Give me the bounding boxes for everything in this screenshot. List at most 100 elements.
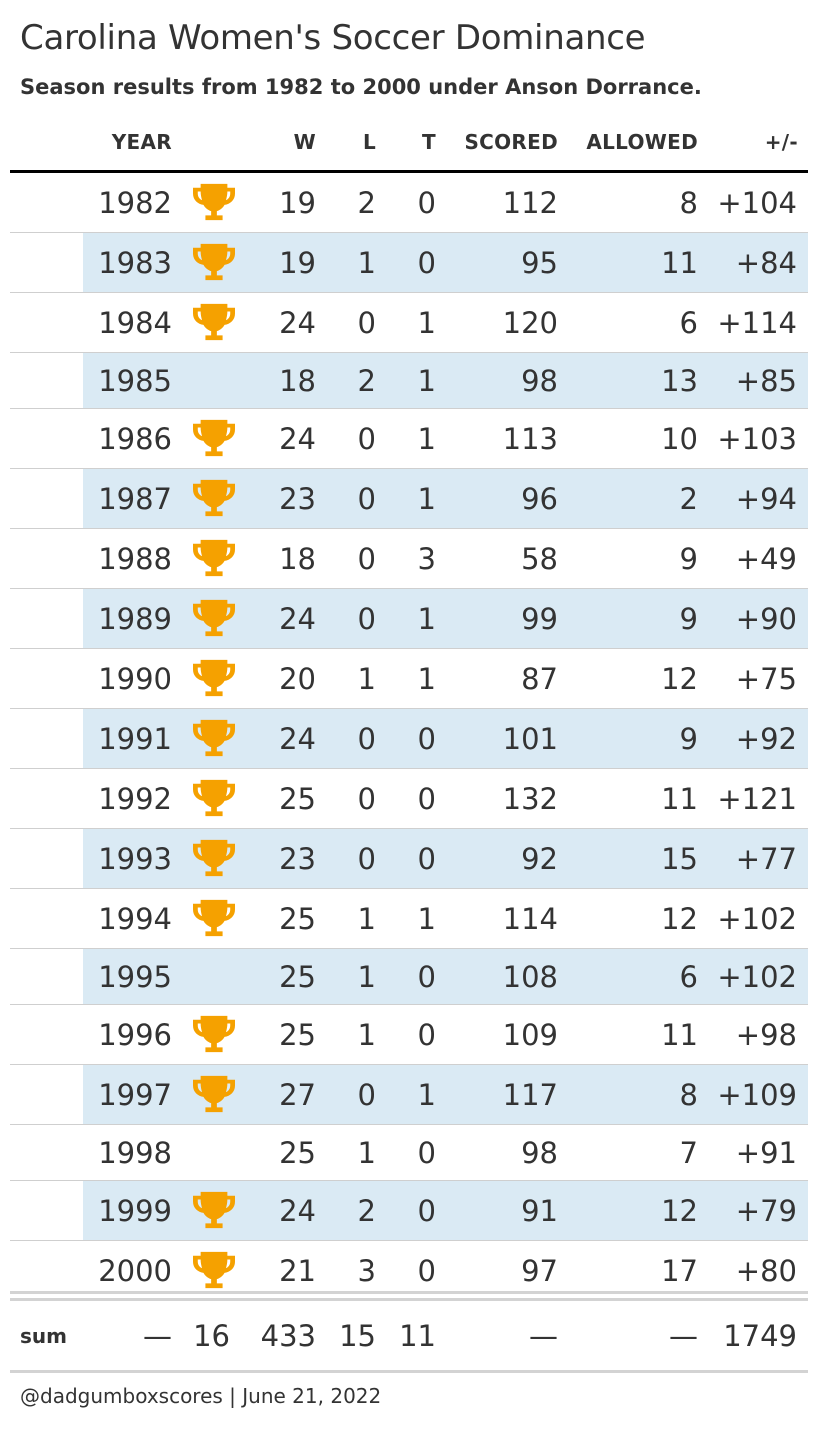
row-divider — [10, 292, 808, 293]
table-row: 1996 25 1 0 109 11 +98 — [0, 1005, 818, 1065]
cell-scored: 112 — [502, 186, 558, 220]
cell-w: 27 — [279, 1078, 316, 1112]
row-divider — [10, 528, 808, 529]
cell-year: 1990 — [98, 662, 172, 696]
cell-w: 24 — [279, 722, 316, 756]
row-divider — [10, 1180, 808, 1181]
cell-diff: +84 — [735, 246, 797, 280]
trophy-icon — [193, 839, 235, 877]
cell-year: 1987 — [98, 482, 172, 516]
cell-l: 1 — [357, 246, 376, 280]
cell-scored: 98 — [521, 364, 558, 398]
cell-year: 1999 — [98, 1194, 172, 1228]
cell-w: 20 — [279, 662, 316, 696]
cell-l: 1 — [357, 1018, 376, 1052]
cell-w: 21 — [279, 1254, 316, 1288]
cell-diff: +121 — [717, 782, 797, 816]
cell-scored: 101 — [502, 722, 558, 756]
trophy-icon — [193, 183, 235, 221]
table-row: 1991 24 0 0 101 9 +92 — [0, 709, 818, 769]
row-divider — [10, 408, 808, 409]
cell-allowed: 9 — [679, 602, 698, 636]
cell-allowed: 6 — [679, 306, 698, 340]
row-divider — [10, 948, 808, 949]
summary-row: sum — 16 433 15 11 — — 1749 — [0, 1306, 818, 1366]
table-row: 1994 25 1 1 114 12 +102 — [0, 889, 818, 949]
cell-allowed: 12 — [661, 662, 698, 696]
cell-w: 18 — [279, 364, 316, 398]
cell-diff: +75 — [735, 662, 797, 696]
cell-allowed: 11 — [661, 1018, 698, 1052]
cell-w: 23 — [279, 482, 316, 516]
row-divider — [10, 468, 808, 469]
cell-l: 3 — [357, 1254, 376, 1288]
cell-t: 0 — [417, 1018, 436, 1052]
cell-w: 18 — [279, 542, 316, 576]
cell-diff: +79 — [735, 1194, 797, 1228]
table-row: 1983 19 1 0 95 11 +84 — [0, 233, 818, 293]
table-row: 1992 25 0 0 132 11 +121 — [0, 769, 818, 829]
cell-year: 1982 — [98, 186, 172, 220]
trophy-icon — [193, 899, 235, 937]
cell-w: 25 — [279, 902, 316, 936]
cell-t: 0 — [417, 246, 436, 280]
cell-year: 1994 — [98, 902, 172, 936]
cell-diff: +91 — [735, 1136, 797, 1170]
cell-diff: +85 — [735, 364, 797, 398]
summary-allowed: — — [669, 1319, 698, 1353]
column-header-l: L — [362, 130, 376, 154]
cell-l: 0 — [357, 306, 376, 340]
trophy-icon — [193, 1015, 235, 1053]
row-divider — [10, 352, 808, 353]
table-row: 1990 20 1 1 87 12 +75 — [0, 649, 818, 709]
cell-l: 0 — [357, 722, 376, 756]
cell-l: 2 — [357, 1194, 376, 1228]
cell-scored: 92 — [521, 842, 558, 876]
cell-t: 1 — [417, 1078, 436, 1112]
cell-year: 1989 — [98, 602, 172, 636]
cell-year: 1995 — [98, 960, 172, 994]
cell-year: 1998 — [98, 1136, 172, 1170]
cell-l: 1 — [357, 662, 376, 696]
cell-t: 0 — [417, 842, 436, 876]
cell-year: 1992 — [98, 782, 172, 816]
summary-trophies: 16 — [193, 1319, 230, 1353]
cell-t: 0 — [417, 1136, 436, 1170]
cell-allowed: 12 — [661, 902, 698, 936]
cell-l: 0 — [357, 1078, 376, 1112]
footer-credit: @dadgumboxscores | June 21, 2022 — [20, 1384, 382, 1408]
trophy-icon — [193, 659, 235, 697]
cell-l: 0 — [357, 602, 376, 636]
trophy-icon — [193, 779, 235, 817]
row-divider — [10, 1240, 808, 1241]
table-row: 1995 25 1 0 108 6 +102 — [0, 949, 818, 1005]
table-row: 1987 23 0 1 96 2 +94 — [0, 469, 818, 529]
cell-w: 24 — [279, 306, 316, 340]
cell-allowed: 15 — [661, 842, 698, 876]
trophy-icon — [193, 419, 235, 457]
table-row: 1985 18 2 1 98 13 +85 — [0, 353, 818, 409]
summary-l: 15 — [339, 1319, 376, 1353]
column-header-t: T — [422, 130, 436, 154]
cell-scored: 117 — [502, 1078, 558, 1112]
cell-allowed: 8 — [679, 1078, 698, 1112]
cell-allowed: 9 — [679, 722, 698, 756]
row-divider — [10, 768, 808, 769]
column-header-w: W — [293, 130, 316, 154]
cell-w: 25 — [279, 1136, 316, 1170]
trophy-icon — [193, 1075, 235, 1113]
cell-allowed: 7 — [679, 1136, 698, 1170]
cell-l: 1 — [357, 960, 376, 994]
cell-l: 1 — [357, 902, 376, 936]
cell-diff: +49 — [735, 542, 797, 576]
cell-scored: 95 — [521, 246, 558, 280]
trophy-icon — [193, 1191, 235, 1229]
cell-w: 24 — [279, 602, 316, 636]
cell-allowed: 10 — [661, 422, 698, 456]
trophy-icon — [193, 599, 235, 637]
table-row: 1998 25 1 0 98 7 +91 — [0, 1125, 818, 1181]
cell-t: 1 — [417, 364, 436, 398]
cell-diff: +103 — [717, 422, 797, 456]
cell-allowed: 9 — [679, 542, 698, 576]
cell-allowed: 17 — [661, 1254, 698, 1288]
